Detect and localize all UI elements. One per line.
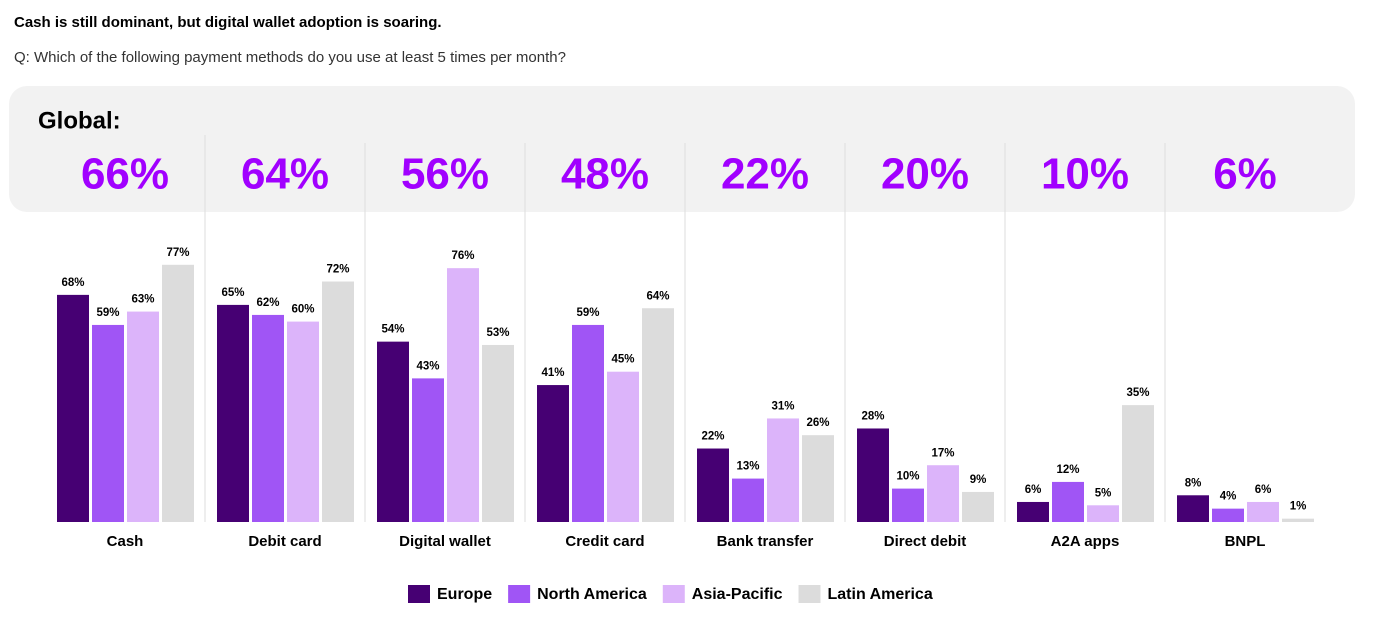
bar: [1247, 501, 1279, 522]
global-label: Global:: [38, 107, 121, 134]
legend-label: Asia-Pacific: [692, 586, 783, 603]
bar: [217, 304, 249, 522]
bar: [1017, 501, 1049, 522]
bar: [252, 314, 284, 522]
legend-swatch: [408, 585, 430, 603]
x-tick-label: Cash: [107, 533, 144, 550]
chart-title: Cash is still dominant, but digital wall…: [14, 14, 442, 31]
global-value: 20%: [881, 150, 969, 199]
legend-label: North America: [537, 586, 647, 603]
legend-swatch: [798, 585, 821, 603]
bar: [607, 371, 639, 522]
data-label: 77%: [166, 247, 189, 259]
bar: [572, 324, 604, 522]
bar: [697, 448, 729, 522]
data-label: 10%: [896, 471, 919, 483]
bar: [1087, 505, 1119, 522]
bar: [1052, 481, 1084, 522]
bar: [802, 435, 834, 522]
data-label: 4%: [1220, 491, 1237, 503]
bar: [377, 341, 409, 522]
bar: [732, 478, 764, 522]
data-label: 6%: [1255, 484, 1272, 496]
data-label: 17%: [931, 447, 954, 459]
data-label: 22%: [701, 431, 724, 443]
data-label: 43%: [416, 360, 439, 372]
data-label: 9%: [970, 474, 987, 486]
data-label: 76%: [451, 250, 474, 262]
bar: [1177, 495, 1209, 522]
data-label: 59%: [96, 307, 119, 319]
bar: [927, 465, 959, 522]
legend-swatch: [508, 585, 531, 603]
data-label: 63%: [131, 294, 154, 306]
bar: [482, 344, 514, 522]
bar: [1212, 508, 1244, 522]
data-label: 12%: [1056, 464, 1079, 476]
bar: [447, 268, 479, 522]
data-label: 68%: [61, 277, 84, 289]
global-value: 64%: [241, 150, 329, 199]
bar: [162, 264, 194, 522]
bar: [857, 428, 889, 522]
bar: [962, 491, 994, 522]
bar: [1282, 518, 1314, 522]
bar: [322, 281, 354, 522]
data-label: 28%: [861, 411, 884, 423]
data-label: 53%: [486, 327, 509, 339]
bar: [767, 418, 799, 522]
data-label: 6%: [1025, 484, 1042, 496]
x-tick-label: BNPL: [1225, 533, 1266, 550]
x-tick-label: A2A apps: [1051, 533, 1120, 550]
legend-label: Europe: [437, 586, 492, 603]
chart-subtitle: Q: Which of the following payment method…: [14, 49, 566, 66]
data-label: 26%: [806, 417, 829, 429]
data-label: 5%: [1095, 487, 1112, 499]
data-label: 41%: [541, 367, 564, 379]
data-label: 13%: [736, 461, 759, 473]
bar: [892, 488, 924, 522]
bar: [412, 378, 444, 522]
legend-swatch: [662, 585, 685, 603]
global-value: 10%: [1041, 150, 1129, 199]
global-value: 22%: [721, 150, 809, 199]
global-value: 66%: [81, 150, 169, 199]
global-value: 6%: [1213, 150, 1277, 199]
bar: [1122, 405, 1154, 522]
bar: [92, 324, 124, 522]
data-label: 54%: [381, 324, 404, 336]
data-label: 65%: [221, 287, 244, 299]
x-tick-label: Bank transfer: [717, 533, 814, 550]
data-label: 35%: [1126, 387, 1149, 399]
data-label: 60%: [291, 304, 314, 316]
bar: [57, 294, 89, 522]
data-label: 59%: [576, 307, 599, 319]
data-label: 8%: [1185, 477, 1202, 489]
x-tick-label: Digital wallet: [399, 533, 491, 550]
data-label: 31%: [771, 400, 794, 412]
global-value: 48%: [561, 150, 649, 199]
data-label: 45%: [611, 354, 634, 366]
x-tick-label: Credit card: [565, 533, 644, 550]
data-label: 64%: [646, 290, 669, 302]
global-value: 56%: [401, 150, 489, 199]
data-label: 62%: [256, 297, 279, 309]
data-label: 72%: [326, 264, 349, 276]
legend-label: Latin America: [828, 586, 933, 603]
bar: [642, 308, 674, 522]
bar: [127, 311, 159, 522]
x-tick-label: Direct debit: [884, 533, 967, 550]
bar: [287, 321, 319, 522]
data-label: 1%: [1290, 501, 1307, 513]
global-panel: [9, 86, 1355, 212]
x-tick-label: Debit card: [248, 533, 321, 550]
bar: [537, 385, 569, 522]
